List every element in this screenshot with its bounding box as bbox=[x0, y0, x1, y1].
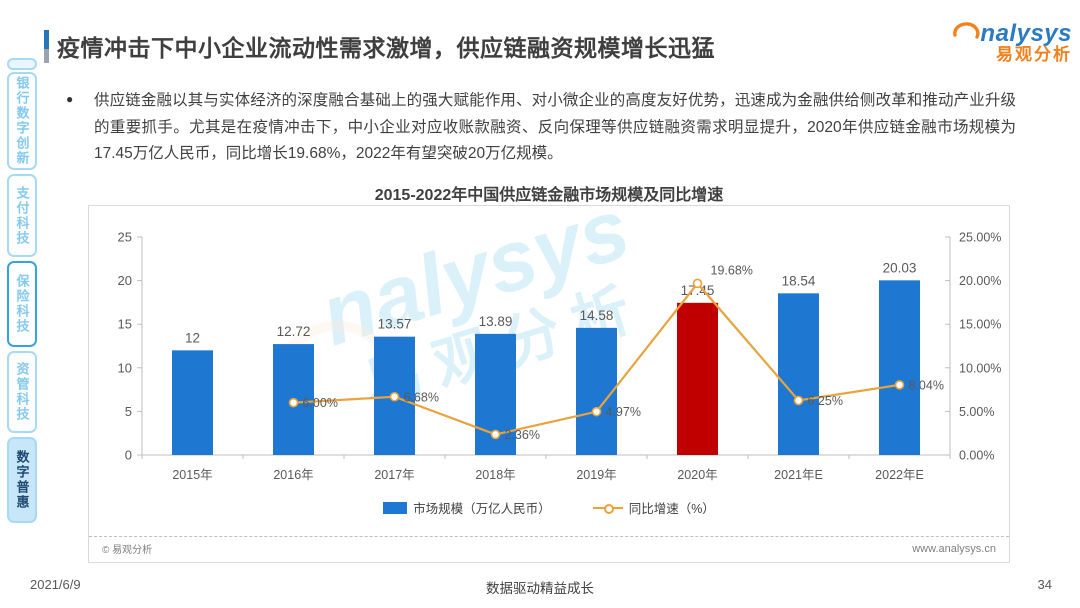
legend-line-swatch-icon bbox=[592, 503, 623, 514]
bar-label-2019年: 14.58 bbox=[580, 308, 614, 323]
page-title: 疫情冲击下中小企业流动性需求激增，供应链融资规模增长迅猛 bbox=[57, 35, 715, 61]
bullet-icon: ● bbox=[66, 92, 74, 106]
line-label-2018年: 2.36% bbox=[505, 428, 540, 442]
bar-label-2015年: 12 bbox=[185, 330, 200, 345]
left-axis-tick-label: 15 bbox=[118, 317, 132, 332]
bar-label-2017年: 13.57 bbox=[378, 317, 412, 332]
x-axis-label-2021年E: 2021年E bbox=[774, 468, 823, 482]
analysys-logo: nalysys 易观分析 bbox=[946, 14, 1072, 65]
right-axis-tick-label: 5.00% bbox=[959, 405, 994, 419]
line-marker-2020年 bbox=[692, 278, 703, 289]
chart-website: www.analysys.cn bbox=[912, 542, 996, 555]
legend-market-size-label: 市场规模（万亿人民币） bbox=[413, 502, 551, 516]
sidebar-item-bank-digital[interactable]: 银行数字创新 bbox=[7, 72, 37, 170]
line-label-2020年: 19.68% bbox=[711, 263, 753, 277]
line-marker-2018年 bbox=[490, 429, 501, 440]
sidebar-item-partial[interactable] bbox=[7, 58, 37, 70]
sidebar-item-insurance-tech[interactable]: 保险科技 bbox=[7, 261, 37, 347]
left-axis-tick-label: 20 bbox=[118, 273, 132, 288]
legend-growth-rate-label: 同比增速（%） bbox=[628, 502, 715, 516]
logo-brand-text: nalysys bbox=[980, 20, 1072, 47]
line-marker-2016年 bbox=[288, 397, 299, 408]
right-axis-tick-label: 0.00% bbox=[959, 449, 994, 463]
footer-page-number: 34 bbox=[1037, 577, 1052, 592]
chart-canvas: 0 5 10 15 20 25 0.00% 5.00% 10.00% 15.00% 20.00% 25… bbox=[118, 230, 1002, 483]
line-marker-2021年E bbox=[793, 395, 804, 406]
right-axis-tick-label: 10.00% bbox=[959, 361, 1001, 375]
body-paragraph: 供应链金融以其与实体经济的深度融合基础上的强大赋能作用、对小微企业的高度友好优势… bbox=[94, 92, 1016, 162]
chart-panel-footer: © 易观分析 www.analysys.cn bbox=[89, 536, 1009, 562]
analysys-swirl-icon bbox=[950, 14, 980, 45]
bar-label-2016年: 12.72 bbox=[277, 324, 311, 339]
sidebar-item-asset-mgmt-tech[interactable]: 资管科技 bbox=[7, 351, 37, 433]
x-axis-label-2022年E: 2022年E bbox=[875, 468, 924, 482]
line-label-2019年: 4.97% bbox=[606, 405, 641, 419]
bar-2022年E bbox=[879, 280, 920, 455]
left-axis-tick-label: 5 bbox=[125, 404, 132, 419]
line-label-2017年: 6.68% bbox=[404, 390, 439, 404]
chart-panel: nalysys 易观分析 05101520250.00%5.00%10.00%1… bbox=[88, 180, 1010, 563]
bar-label-2022年E: 20.03 bbox=[883, 260, 917, 275]
x-axis-label-2018年: 2018年 bbox=[475, 468, 515, 482]
bar-label-2018年: 13.89 bbox=[479, 314, 513, 329]
line-marker-2017年 bbox=[389, 391, 400, 402]
x-axis-label-2020年: 2020年 bbox=[677, 468, 717, 482]
line-marker-2022年E bbox=[894, 380, 905, 390]
x-axis-label-2017年: 2017年 bbox=[374, 468, 414, 482]
chart-copyright: © 易观分析 bbox=[102, 545, 153, 556]
bar-2021年E bbox=[778, 293, 819, 455]
legend-bar-swatch-icon bbox=[383, 501, 408, 514]
right-axis-tick-label: 25.00% bbox=[959, 231, 1001, 245]
title-accent-bar bbox=[44, 30, 49, 63]
footer-date: 2021/6/9 bbox=[30, 577, 81, 592]
line-label-2021年E: 6.25% bbox=[808, 394, 843, 408]
chart-legend: 市场规模（万亿人民币） 同比增速（%） bbox=[89, 498, 1009, 517]
bar-label-2021年E: 18.54 bbox=[782, 273, 816, 288]
x-axis-label-2015年: 2015年 bbox=[172, 468, 212, 482]
sidebar-item-digital-inclusion[interactable]: 数字普惠 bbox=[7, 437, 37, 523]
line-label-2016年: 6.00% bbox=[303, 396, 338, 410]
left-axis-tick-label: 10 bbox=[118, 360, 132, 375]
right-axis-tick-label: 20.00% bbox=[959, 274, 1001, 288]
chart-title: 2015-2022年中国供应链金融市场规模及同比增速 bbox=[374, 187, 724, 204]
line-marker-2019年 bbox=[591, 406, 602, 417]
right-axis-tick-label: 15.00% bbox=[959, 318, 1001, 332]
line-label-2022年E: 8.04% bbox=[909, 378, 944, 392]
x-axis-label-2016年: 2016年 bbox=[273, 468, 313, 482]
left-axis-tick-label: 25 bbox=[118, 230, 132, 245]
legend-item-market-size: 市场规模（万亿人民币） bbox=[383, 498, 551, 517]
legend-item-growth-rate: 同比增速（%） bbox=[592, 498, 715, 517]
logo-brand-cn: 易观分析 bbox=[996, 45, 1072, 64]
left-axis-tick-label: 0 bbox=[125, 448, 132, 463]
sidebar-item-payment-tech[interactable]: 支付科技 bbox=[7, 174, 37, 257]
bar-2015年 bbox=[172, 350, 213, 455]
bar-2019年 bbox=[576, 327, 617, 455]
footer-slogan: 数据驱动精益成长 bbox=[486, 581, 594, 596]
x-axis-label-2019年: 2019年 bbox=[576, 468, 616, 482]
bar-2020年 bbox=[677, 302, 718, 455]
